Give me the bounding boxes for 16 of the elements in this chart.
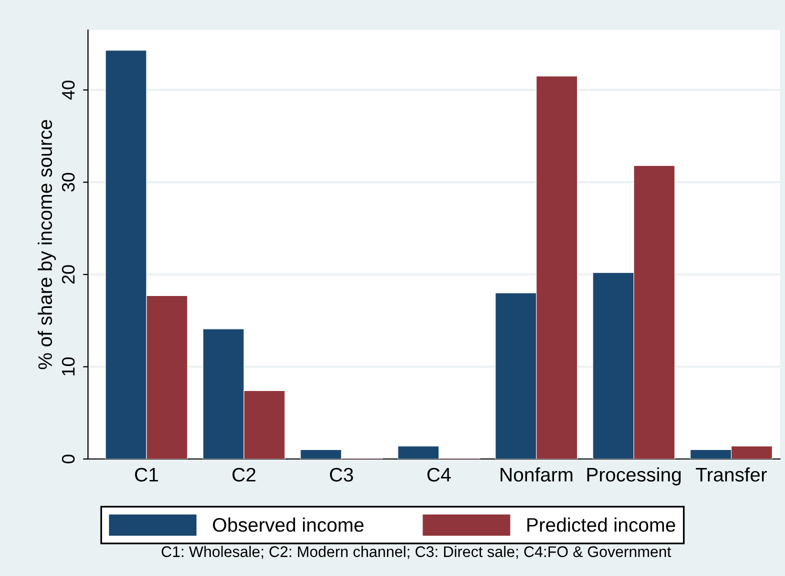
- text: C1: Wholesale; C2: Modern channel; C3: Direct sale; C4:FO & Government: [162, 546, 672, 559]
- x-tick-label: C4: [427, 468, 451, 482]
- y-tick-label: 20: [62, 265, 75, 284]
- x-tick-label: Processing: [587, 467, 681, 486]
- x-tick-label: Nonfarm: [500, 467, 572, 482]
- legend-label: Observed income: [212, 518, 364, 532]
- y-axis-title: % of share by income source: [38, 120, 56, 370]
- x-tick-label: Transfer: [696, 467, 767, 482]
- y-tick-label: 0: [62, 454, 75, 464]
- y-tick-label: 10: [62, 357, 75, 376]
- y-tick-label: 30: [62, 172, 75, 192]
- y-tick-label: 40: [62, 80, 75, 100]
- x-tick-label: C3: [330, 468, 353, 482]
- x-tick-label: C1: [135, 468, 158, 482]
- x-tick-label: C2: [232, 468, 256, 482]
- legend-label: Predicted income: [527, 518, 676, 532]
